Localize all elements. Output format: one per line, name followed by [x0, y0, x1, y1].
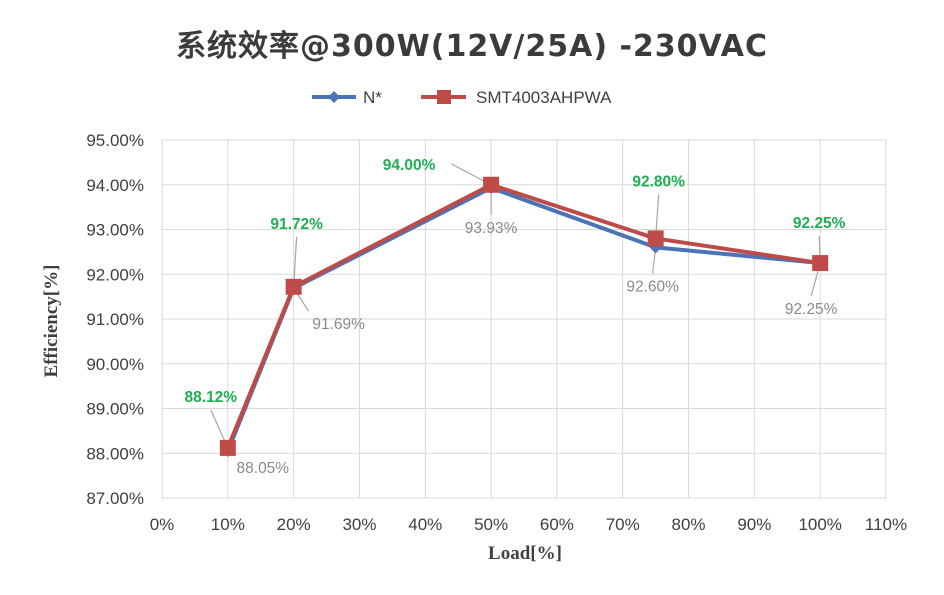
data-label-n: 88.05%	[237, 460, 290, 477]
y-tick-label: 87.00%	[86, 489, 144, 508]
y-tick-label: 89.00%	[86, 400, 144, 419]
data-labels: 88.05% 91.69% 93.93% 92.60% 92.25% 88.12% 91.7…	[185, 157, 846, 477]
y-axis-ticks: 87.00% 88.00% 89.00% 90.00% 91.00% 92.00% 93.0…	[86, 131, 144, 508]
data-label-n: 92.25%	[785, 301, 838, 318]
y-tick-label: 90.00%	[86, 355, 144, 374]
data-label-smt: 88.12%	[185, 389, 238, 406]
y-axis-title: Efficiency[%]	[41, 265, 62, 378]
x-tick-label: 40%	[408, 515, 442, 534]
x-tick-label: 70%	[606, 515, 640, 534]
x-axis-title: Load[%]	[488, 543, 562, 564]
legend-marker-square-icon	[437, 90, 451, 104]
data-label-smt: 94.00%	[383, 157, 436, 174]
y-tick-label: 94.00%	[86, 176, 144, 195]
chart-title: 系统效率@300W(12V/25A) -230VAC	[176, 29, 768, 64]
y-tick-label: 95.00%	[86, 131, 144, 150]
data-label-n: 93.93%	[465, 220, 518, 237]
data-label-smt: 91.72%	[270, 216, 323, 233]
y-tick-label: 93.00%	[86, 221, 144, 240]
x-tick-label: 110%	[865, 515, 907, 534]
legend-label-smt: SMT4003AHPWA	[476, 88, 612, 107]
legend-marker-diamond-icon	[328, 91, 340, 103]
legend: N* SMT4003AHPWA	[312, 88, 612, 107]
data-point-smt	[285, 278, 302, 295]
x-tick-label: 80%	[672, 515, 706, 534]
x-axis-ticks: 0% 10% 20% 30% 40% 50% 60% 70% 80% 90% 100% 110%	[150, 515, 907, 534]
y-tick-label: 92.00%	[86, 265, 144, 284]
x-tick-label: 10%	[211, 515, 245, 534]
data-point-smt	[647, 230, 664, 247]
data-label-smt: 92.25%	[793, 215, 846, 232]
x-tick-label: 30%	[342, 515, 376, 534]
data-point-smt	[812, 255, 829, 272]
series-markers	[219, 176, 829, 458]
data-label-n: 92.60%	[626, 278, 679, 295]
x-tick-label: 0%	[150, 515, 175, 534]
x-tick-label: 50%	[474, 515, 508, 534]
data-point-smt	[219, 439, 236, 456]
label-leader-line	[293, 236, 298, 287]
x-tick-label: 100%	[798, 515, 841, 534]
data-label-smt: 92.80%	[632, 173, 685, 190]
data-point-smt	[483, 176, 500, 193]
x-tick-label: 90%	[737, 515, 771, 534]
data-label-n: 91.69%	[312, 316, 365, 333]
x-tick-label: 20%	[277, 515, 311, 534]
y-tick-label: 88.00%	[86, 444, 144, 463]
x-tick-label: 60%	[540, 515, 574, 534]
y-tick-label: 91.00%	[86, 310, 144, 329]
gridlines	[161, 139, 887, 499]
legend-label-n: N*	[363, 88, 382, 107]
